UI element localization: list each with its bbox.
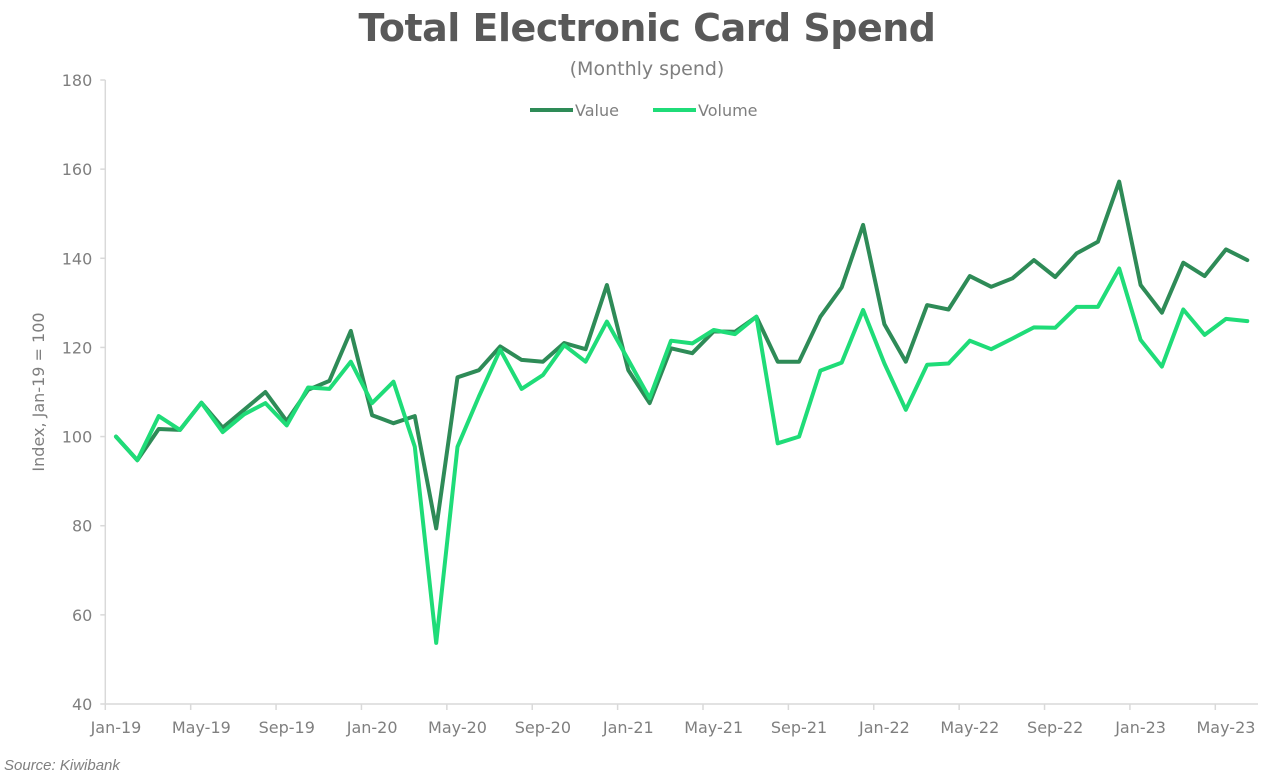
- y-tick-label: 120: [62, 338, 93, 357]
- x-tick-label: Jan-19: [90, 718, 142, 737]
- x-tick-label: Sep-22: [1027, 718, 1083, 737]
- y-tick-label: 160: [62, 160, 93, 179]
- y-tick-label: 140: [62, 249, 93, 268]
- x-tick-label: May-22: [940, 718, 999, 737]
- y-tick-label: 60: [72, 606, 92, 625]
- x-tick-label: May-21: [684, 718, 743, 737]
- y-tick-label: 180: [62, 71, 93, 90]
- x-tick-label: Sep-20: [515, 718, 571, 737]
- x-tick-label: Jan-22: [858, 718, 910, 737]
- x-tick-label: Jan-23: [1114, 718, 1166, 737]
- y-tick-label: 40: [72, 695, 92, 714]
- x-tick-label: Sep-21: [771, 718, 827, 737]
- axes: 40 60 80 100 120 140 160 180 Jan-19 May-19 Sep-19 J…: [62, 71, 1258, 737]
- series-lines: [114, 179, 1250, 645]
- legend: Value Volume: [530, 101, 758, 120]
- chart-subtitle: (Monthly spend): [569, 58, 725, 80]
- series-line-volume: [114, 266, 1250, 645]
- y-tick-label: 100: [62, 428, 93, 447]
- x-tick-label: Sep-19: [259, 718, 315, 737]
- source-note: Source: Kiwibank: [4, 757, 120, 774]
- legend-label-value: Value: [575, 101, 619, 120]
- x-tick-label: May-23: [1197, 718, 1256, 737]
- chart-title: Total Electronic Card Spend: [358, 6, 936, 50]
- series-line-value: [114, 179, 1250, 531]
- x-tick-label: Jan-20: [346, 718, 398, 737]
- legend-label-volume: Volume: [698, 101, 758, 120]
- x-tick-label: Jan-21: [602, 718, 654, 737]
- y-tick-label: 80: [72, 517, 92, 536]
- x-tick-label: May-19: [172, 718, 231, 737]
- y-axis-title: Index, Jan-19 = 100: [29, 312, 48, 471]
- x-tick-label: May-20: [428, 718, 487, 737]
